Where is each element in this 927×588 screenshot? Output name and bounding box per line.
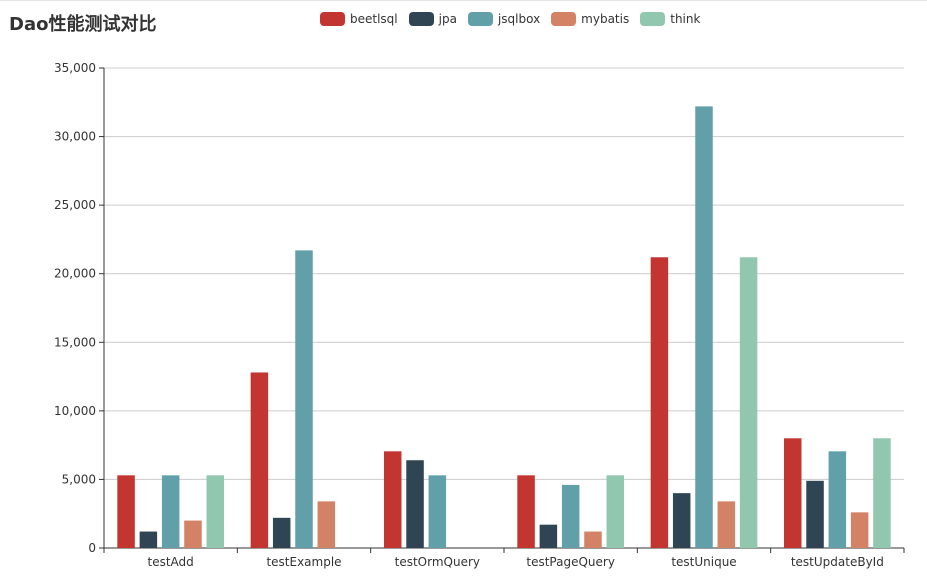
x-tick-label: testExample — [266, 555, 341, 569]
legend-swatch — [320, 12, 345, 26]
bar-mybatis-testUpdateById[interactable] — [850, 512, 869, 548]
bar-jpa-testAdd[interactable] — [139, 531, 158, 548]
legend-label: jpa — [438, 12, 457, 26]
y-tick-label: 15,000 — [54, 335, 96, 349]
y-tick-label: 20,000 — [54, 267, 96, 281]
bar-beetlsql-testAdd[interactable] — [117, 475, 135, 548]
bar-think-testUpdateById[interactable] — [873, 438, 891, 548]
bar-beetlsql-testOrmQuery[interactable] — [383, 451, 402, 548]
x-tick-label: testAdd — [148, 555, 194, 569]
legend-swatch — [408, 12, 434, 26]
x-tick-label: testOrmQuery — [395, 555, 480, 569]
legend-item-jsqlbox[interactable]: jsqlbox — [467, 12, 541, 26]
legend-item-think[interactable]: think — [640, 12, 700, 26]
bar-jsqlbox-testExample[interactable] — [295, 250, 313, 548]
bar-jsqlbox-testOrmQuery[interactable] — [428, 475, 447, 548]
bar-mybatis-testUnique[interactable] — [717, 501, 736, 548]
top-border — [0, 0, 927, 1]
legend-label: mybatis — [581, 12, 630, 26]
legend-item-beetlsql[interactable]: beetlsql — [320, 12, 398, 26]
y-tick-label: 0 — [88, 541, 96, 555]
y-tick-label: 30,000 — [54, 130, 96, 144]
bar-beetlsql-testExample[interactable] — [250, 372, 269, 548]
bar-jsqlbox-testUpdateById[interactable] — [828, 451, 847, 548]
bar-jpa-testPageQuery[interactable] — [539, 524, 558, 548]
bar-think-testPageQuery[interactable] — [606, 475, 625, 548]
bar-mybatis-testPageQuery[interactable] — [584, 531, 602, 548]
x-tick-label: testPageQuery — [526, 555, 615, 569]
bar-jpa-testOrmQuery[interactable] — [406, 460, 424, 548]
bar-beetlsql-testPageQuery[interactable] — [517, 475, 535, 548]
bar-jpa-testUnique[interactable] — [672, 493, 691, 548]
bar-jsqlbox-testAdd[interactable] — [161, 475, 180, 548]
bar-jpa-testUpdateById[interactable] — [806, 480, 824, 548]
legend-label: think — [670, 12, 701, 26]
bar-mybatis-testExample[interactable] — [317, 501, 336, 548]
legend-item-jpa[interactable]: jpa — [408, 12, 457, 26]
x-tick-label: testUnique — [671, 555, 736, 569]
y-tick-label: 5,000 — [62, 472, 96, 486]
legend-item-mybatis[interactable]: mybatis — [551, 12, 629, 26]
bar-beetlsql-testUpdateById[interactable] — [783, 438, 802, 548]
chart-title: Dao性能测试对比 — [9, 14, 157, 35]
bar-mybatis-testAdd[interactable] — [184, 520, 202, 548]
legend-label: jsqlbox — [497, 12, 541, 26]
bar-think-testAdd[interactable] — [206, 475, 225, 548]
y-tick-label: 10,000 — [54, 404, 96, 418]
legend-swatch — [467, 12, 493, 26]
y-tick-label: 25,000 — [54, 198, 96, 212]
legend-swatch — [640, 12, 666, 26]
bar-jsqlbox-testUnique[interactable] — [695, 106, 713, 549]
legend: beetlsql jpa jsqlbox mybatis think — [320, 12, 711, 26]
y-tick-label: 35,000 — [54, 61, 96, 75]
bar-jsqlbox-testPageQuery[interactable] — [561, 484, 580, 548]
bar-think-testUnique[interactable] — [739, 257, 758, 548]
bar-jpa-testExample[interactable] — [272, 517, 291, 548]
bar-beetlsql-testUnique[interactable] — [650, 257, 669, 548]
legend-label: beetlsql — [350, 12, 398, 26]
x-tick-label: testUpdateById — [791, 555, 884, 569]
legend-swatch — [551, 12, 577, 26]
